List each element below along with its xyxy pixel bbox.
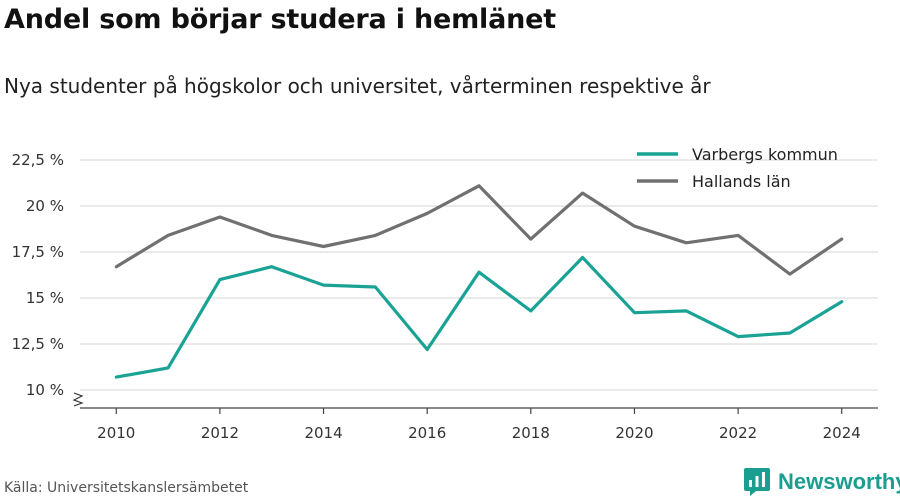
chart-title: Andel som börjar studera i hemlänet xyxy=(4,4,556,35)
y-tick-label: 15 % xyxy=(26,289,64,307)
y-tick-label: 20 % xyxy=(26,197,64,215)
x-tick-label: 2018 xyxy=(512,424,550,442)
series-line-0 xyxy=(114,255,844,379)
x-tick-label: 2010 xyxy=(97,424,135,442)
x-tick-label: 2024 xyxy=(823,424,861,442)
y-tick-label: 10 % xyxy=(26,381,64,399)
x-tick-label: 2016 xyxy=(408,424,446,442)
brand-logo: Newsworthy xyxy=(744,468,900,496)
newsworthy-logo-icon xyxy=(744,468,770,496)
axis-break-mark xyxy=(72,392,84,407)
x-tick-label: 2014 xyxy=(304,424,342,442)
source-note: Källa: Universitetskanslersämbetet xyxy=(4,480,249,496)
x-tick-label: 2012 xyxy=(201,424,239,442)
legend-label-1: Hallands län xyxy=(692,172,791,191)
y-tick-label: 17,5 % xyxy=(12,243,64,261)
legend-label-0: Varbergs kommun xyxy=(692,145,838,164)
y-tick-label: 12,5 % xyxy=(12,335,64,353)
x-tick-label: 2022 xyxy=(719,424,757,442)
y-tick-label: 22,5 % xyxy=(12,151,64,169)
x-tick-label: 2020 xyxy=(615,424,653,442)
chart-subtitle: Nya studenter på högskolor och universit… xyxy=(4,74,711,98)
series-line-1 xyxy=(114,184,844,276)
brand-name: Newsworthy xyxy=(778,469,900,494)
